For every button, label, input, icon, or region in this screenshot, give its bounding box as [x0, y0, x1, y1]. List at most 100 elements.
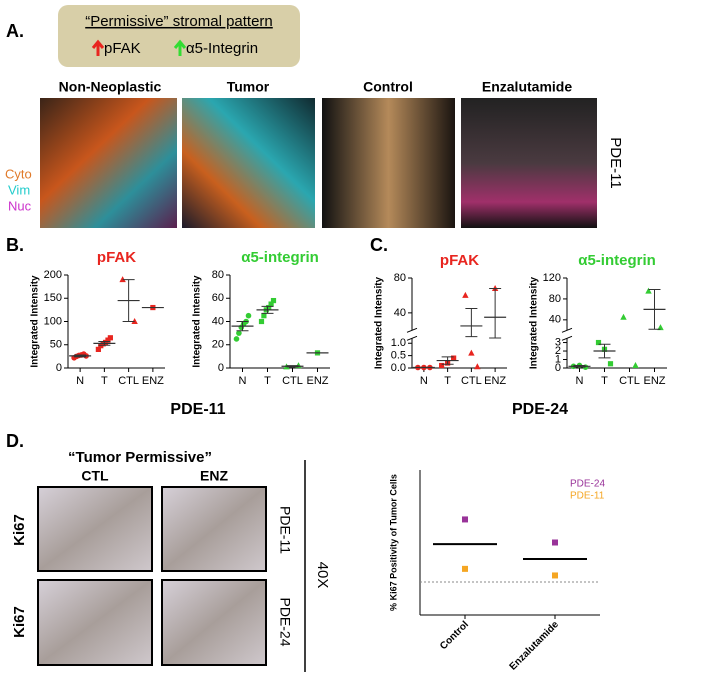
column-label: ENZ [200, 468, 228, 484]
data-point [468, 349, 475, 356]
data-point [620, 313, 627, 320]
y-tick-label: 1 [555, 353, 561, 365]
panel-title: “Tumor Permissive” [68, 449, 212, 466]
data-point [552, 539, 558, 546]
micrograph [461, 98, 597, 228]
error-bar [489, 287, 502, 339]
y-tick-label: 80 [394, 272, 406, 284]
data-point [261, 313, 267, 319]
x-tick-label: ENZ [307, 375, 329, 387]
x-tick-label: Control [438, 619, 471, 652]
x-tick-label: Enzalutamide [508, 619, 562, 673]
x-tick-label: CTL [461, 375, 482, 387]
x-tick-label: T [264, 375, 271, 387]
y-tick-label: 80 [212, 269, 224, 281]
column-label: Control [363, 79, 413, 95]
legend-entry: PDE-24 [570, 479, 605, 490]
x-tick-label: T [601, 375, 608, 387]
data-point [474, 363, 481, 370]
chart-title: pFAK [440, 252, 479, 269]
error-bar [98, 340, 111, 346]
data-point [258, 318, 265, 325]
column-label: Enzalutamide [482, 79, 572, 95]
stain-label: Nuc [8, 198, 32, 213]
y-tick-label: 40 [549, 314, 561, 326]
data-point [462, 516, 468, 523]
row-label: PDE-11 [607, 137, 624, 188]
panel-label: A. [6, 21, 24, 41]
magnification: 40X [314, 562, 331, 589]
data-point [552, 572, 558, 579]
error-bar [286, 365, 299, 368]
panel-footer: PDE-24 [512, 401, 568, 418]
y-tick-label: 3 [555, 336, 561, 348]
micrograph [182, 98, 315, 228]
data-point [439, 362, 445, 369]
y-tick-label: 80 [549, 293, 561, 305]
data-point [645, 287, 652, 294]
y-axis-label: Integrated Intensity [192, 275, 203, 368]
x-tick-label: N [76, 375, 84, 387]
x-tick-label: CTL [118, 375, 139, 387]
case-label: PDE-24 [277, 597, 293, 646]
y-tick-label: 0.0 [391, 362, 406, 374]
column-label: CTL [81, 468, 109, 484]
data-point [236, 330, 242, 336]
stain-label: Cyto [5, 166, 32, 181]
column-label: Tumor [227, 79, 270, 95]
data-point [245, 312, 252, 319]
x-tick-label: ENZ [142, 375, 164, 387]
micrograph [322, 98, 455, 228]
axis-break [561, 327, 573, 333]
x-tick-label: CTL [282, 375, 303, 387]
data-point [270, 297, 277, 304]
y-tick-label: 120 [543, 272, 561, 284]
data-point [462, 565, 468, 572]
data-point [95, 346, 101, 352]
axis-break [561, 335, 573, 341]
x-tick-label: ENZ [484, 375, 506, 387]
x-tick-label: N [576, 375, 584, 387]
x-tick-label: ENZ [644, 375, 666, 387]
data-point [107, 335, 113, 341]
axis-break [406, 335, 418, 341]
error-bar [236, 321, 249, 332]
x-tick-label: N [239, 375, 247, 387]
column-label: Non-Neoplastic [59, 79, 162, 95]
micrograph [161, 579, 267, 666]
up-arrow [91, 39, 105, 56]
y-tick-label: 0.5 [391, 350, 406, 362]
error-bar [441, 356, 454, 365]
y-tick-label: 100 [44, 315, 62, 327]
micrograph [37, 486, 153, 572]
y-tick-label: 0 [555, 362, 561, 374]
box-title: “Permissive” stromal pattern [85, 13, 273, 30]
panel-label: C. [370, 235, 388, 255]
y-tick-label: 2 [555, 345, 561, 357]
up-arrow [173, 39, 187, 56]
y-tick-label: 20 [212, 339, 224, 351]
data-point [268, 301, 274, 307]
legend-entry: PDE-11 [570, 491, 605, 502]
micrograph [37, 579, 153, 666]
y-tick-label: 50 [50, 339, 62, 351]
error-bar [573, 364, 586, 368]
y-axis-label: Integrated Intensity [529, 276, 540, 369]
y-tick-label: 60 [212, 292, 224, 304]
data-point [607, 361, 614, 367]
y-axis-label: Integrated Intensity [30, 275, 41, 368]
x-tick-label: T [101, 375, 108, 387]
data-point [233, 336, 240, 342]
y-tick-label: 40 [212, 315, 224, 327]
y-tick-label: 1.0 [391, 337, 406, 349]
error-bar [261, 305, 274, 314]
y-tick-label: 0 [56, 362, 62, 374]
panel-footer: PDE-11 [170, 401, 225, 418]
chart-title: pFAK [97, 249, 136, 266]
row-label: Ki67 [11, 514, 28, 546]
micrograph [40, 98, 177, 228]
panel-label: D. [6, 431, 24, 451]
error-bar [465, 308, 478, 338]
chart-title: α5-integrin [241, 249, 319, 266]
